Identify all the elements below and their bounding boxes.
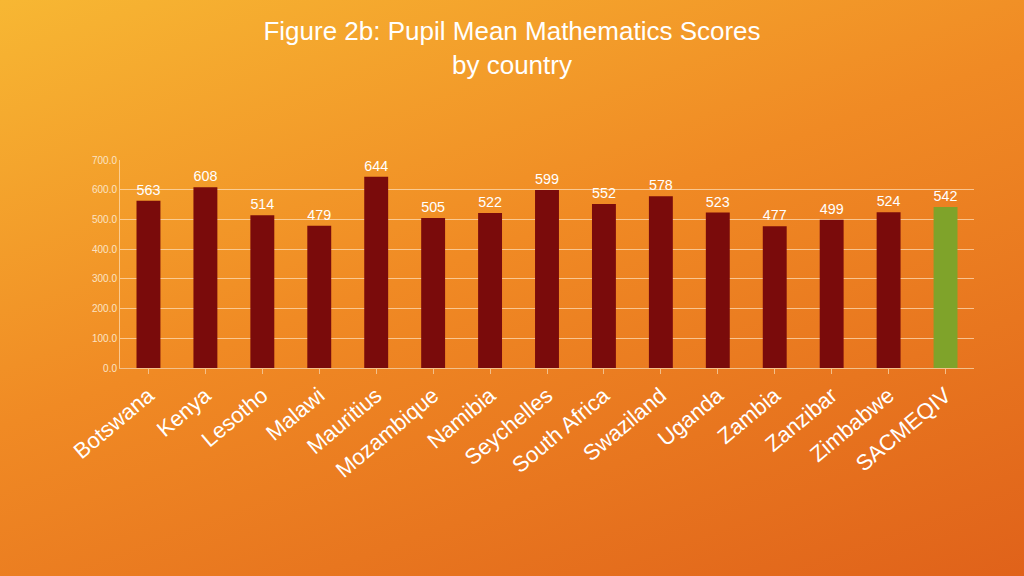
svg-text:SACMEQIV: SACMEQIV xyxy=(851,382,956,476)
svg-text:Mozambique: Mozambique xyxy=(331,383,444,483)
svg-text:400.0: 400.0 xyxy=(92,244,117,255)
svg-text:Figure 2b: Pupil Mean Mathemat: Figure 2b: Pupil Mean Mathematics Scores… xyxy=(263,16,760,80)
svg-text:100.0: 100.0 xyxy=(92,333,117,344)
svg-text:608: 608 xyxy=(193,168,217,184)
svg-text:Mauritius: Mauritius xyxy=(302,383,386,460)
svg-text:Kenya: Kenya xyxy=(152,382,216,442)
svg-text:524: 524 xyxy=(877,193,901,209)
svg-text:Zambia: Zambia xyxy=(713,382,786,449)
svg-text:Lesotho: Lesotho xyxy=(197,383,273,452)
svg-text:Zimbabwe: Zimbabwe xyxy=(805,383,899,467)
svg-text:600.0: 600.0 xyxy=(92,184,117,195)
svg-text:200.0: 200.0 xyxy=(92,303,117,314)
svg-text:South Africa: South Africa xyxy=(507,382,615,478)
svg-text:514: 514 xyxy=(250,196,274,212)
svg-text:505: 505 xyxy=(421,199,445,215)
svg-text:523: 523 xyxy=(706,194,730,210)
svg-text:542: 542 xyxy=(934,188,958,204)
svg-text:Zanzibar: Zanzibar xyxy=(760,383,842,457)
svg-text:552: 552 xyxy=(592,185,616,201)
svg-text:Namibia: Namibia xyxy=(422,382,500,454)
svg-text:Malawi: Malawi xyxy=(261,383,330,446)
svg-text:700.0: 700.0 xyxy=(92,155,117,166)
svg-text:0.0: 0.0 xyxy=(103,363,117,374)
svg-text:644: 644 xyxy=(364,158,388,174)
svg-text:Swaziland: Swaziland xyxy=(578,383,671,467)
svg-text:300.0: 300.0 xyxy=(92,273,117,284)
svg-text:Uganda: Uganda xyxy=(653,382,729,451)
svg-text:522: 522 xyxy=(478,194,502,210)
svg-text:500.0: 500.0 xyxy=(92,214,117,225)
svg-text:Botswana: Botswana xyxy=(69,382,160,464)
svg-text:Seychelles: Seychelles xyxy=(460,383,558,471)
svg-text:477: 477 xyxy=(763,207,787,223)
svg-text:578: 578 xyxy=(649,177,673,193)
svg-text:563: 563 xyxy=(137,182,161,198)
svg-text:479: 479 xyxy=(307,207,331,223)
svg-text:499: 499 xyxy=(820,201,844,217)
svg-text:599: 599 xyxy=(535,171,559,187)
